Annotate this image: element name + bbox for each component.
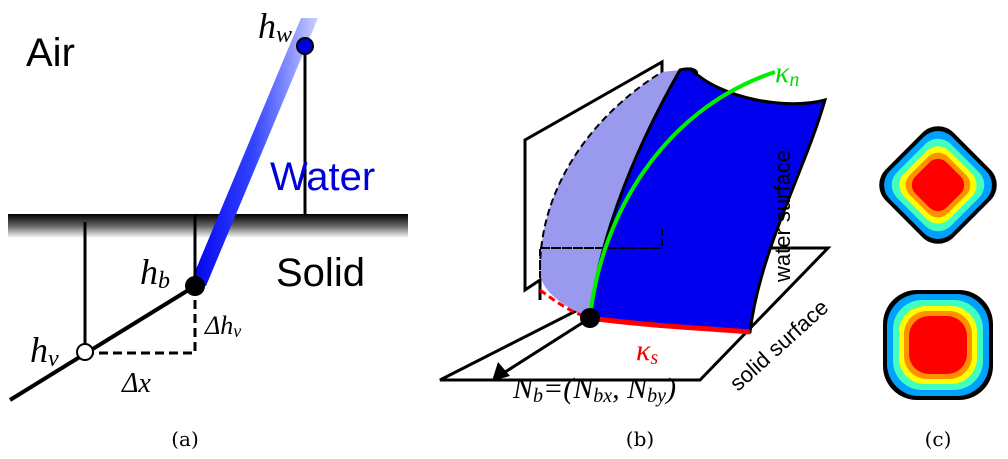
label-part: , N bbox=[612, 372, 649, 405]
point-hb bbox=[185, 276, 205, 296]
point-hv bbox=[77, 344, 93, 360]
label-part: h bbox=[258, 6, 276, 46]
normal-label: Nb=(Nbx, Nby) bbox=[512, 372, 676, 407]
label-part: w bbox=[276, 22, 292, 48]
hb-label: hb bbox=[140, 252, 170, 294]
round-blob bbox=[883, 290, 993, 400]
water-surface-label: water surface bbox=[770, 150, 795, 283]
label-part: v bbox=[233, 321, 241, 341]
air-label: Air bbox=[26, 31, 75, 75]
label-part: s bbox=[650, 347, 658, 369]
label-part: by bbox=[647, 385, 666, 407]
solid-surface bbox=[8, 214, 408, 238]
label-part: v bbox=[48, 346, 59, 372]
caption: (a) bbox=[171, 427, 199, 451]
delta-x-label: Δx bbox=[121, 368, 151, 399]
label-part: n bbox=[789, 69, 799, 91]
label-part: κ bbox=[775, 56, 790, 89]
solid-label: Solid bbox=[276, 251, 365, 295]
hw-label: hw bbox=[258, 6, 292, 48]
label-part: h bbox=[30, 330, 48, 370]
delta-hv-label: Δhv bbox=[204, 311, 241, 341]
label-part: =(N bbox=[543, 372, 595, 405]
figure: Air Water Solid hw hb hv Δhv Δx (a) κn κ… bbox=[0, 0, 1008, 459]
point-hw bbox=[297, 38, 313, 54]
label-part: κ bbox=[636, 334, 651, 367]
hv-label: hv bbox=[30, 330, 59, 372]
label-part: bx bbox=[593, 385, 612, 407]
point-b bbox=[580, 308, 600, 328]
diamond-blob bbox=[870, 117, 1006, 253]
label-part: N bbox=[512, 372, 535, 405]
caption: (c) bbox=[925, 427, 952, 451]
water-film bbox=[189, 18, 318, 286]
label-part: h bbox=[140, 252, 158, 292]
panel-a: Air Water Solid hw hb hv Δhv Δx (a) bbox=[8, 6, 408, 451]
panel-c: (c) bbox=[870, 117, 1006, 451]
label-part: ) bbox=[664, 372, 676, 405]
shape bbox=[909, 316, 967, 374]
label-part: b bbox=[158, 268, 170, 294]
caption: (b) bbox=[626, 427, 654, 451]
panel-b: κn κs water surface solid surface Nb=(Nb… bbox=[440, 56, 833, 451]
kappa-s-label: κs bbox=[636, 334, 658, 369]
label-part: b bbox=[533, 385, 543, 407]
water-label: Water bbox=[270, 155, 375, 199]
kappa-n-label: κn bbox=[775, 56, 799, 91]
label-part: Δh bbox=[204, 311, 233, 340]
